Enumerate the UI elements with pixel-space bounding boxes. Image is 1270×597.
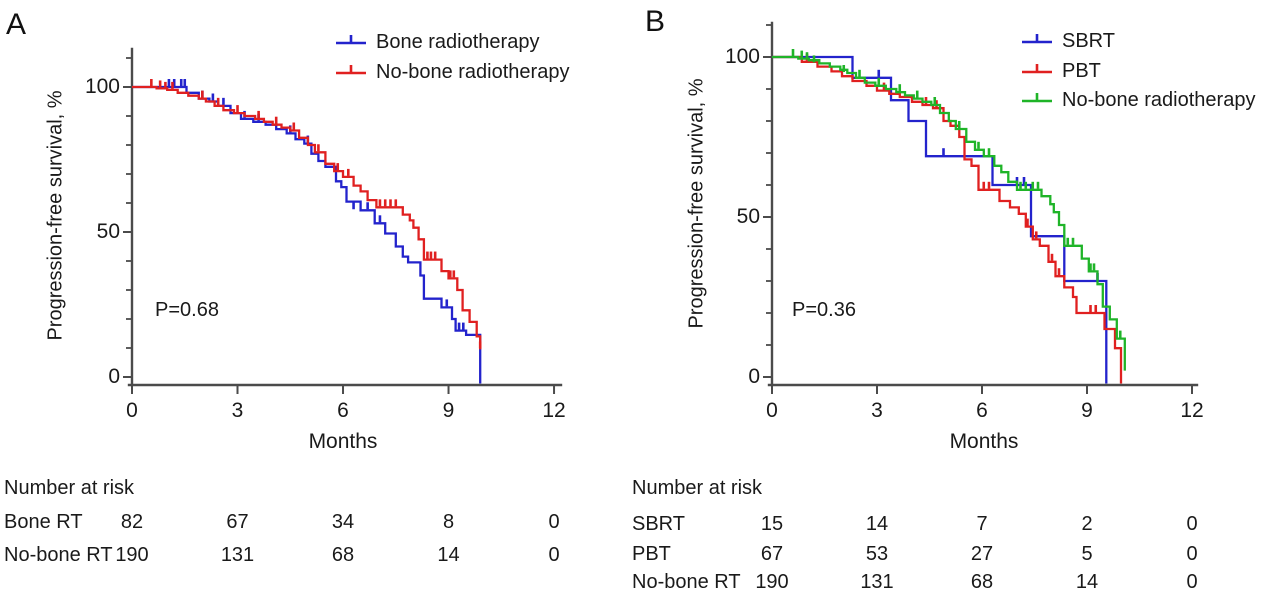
risk-value-b: 131 [860, 571, 894, 593]
panel-label-b: B [645, 5, 666, 38]
x-tick-label-b: 3 [871, 399, 883, 422]
risk-value-a: 0 [548, 544, 560, 566]
risk-value-a: 34 [331, 511, 355, 533]
legend-label-a: No-bone radiotherapy [376, 61, 570, 83]
legend-label-b: PBT [1062, 60, 1101, 82]
risk-value-a: 82 [120, 511, 144, 533]
legend-label-a: Bone radiotherapy [376, 31, 540, 53]
p-value-panel-a: P=0.68 [155, 299, 219, 321]
x-tick-label-a: 9 [442, 399, 455, 422]
risk-value-a: 68 [331, 544, 355, 566]
km-panel-a [123, 35, 563, 394]
km-curve-a-2 [132, 85, 482, 350]
y-tick-label-b: 100 [724, 45, 760, 68]
risk-value-b: 7 [976, 513, 988, 535]
risk-row-label-b: No-bone RT [632, 571, 741, 593]
risk-value-a: 190 [115, 544, 149, 566]
x-tick-label-a: 6 [337, 399, 349, 422]
risk-row-label-a: Bone RT [4, 511, 83, 533]
risk-value-b: 15 [760, 513, 784, 535]
risk-value-a: 67 [226, 511, 249, 533]
risk-value-b: 14 [1075, 571, 1099, 593]
risk-value-b: 68 [970, 571, 994, 593]
y-tick-label-b: 0 [748, 365, 760, 388]
risk-value-b: 0 [1186, 543, 1198, 565]
y-axis-title-b: Progression-free survival, % [685, 78, 708, 329]
risk-row-label-a: No-bone RT [4, 544, 113, 566]
km-panel-b [763, 21, 1199, 394]
risk-table-title-b: Number at risk [632, 477, 763, 499]
risk-value-a: 14 [437, 544, 460, 566]
risk-value-a: 131 [220, 544, 255, 566]
y-tick-label-a: 0 [108, 365, 120, 388]
risk-value-b: 14 [865, 513, 889, 535]
x-tick-label-a: 12 [542, 399, 566, 422]
y-tick-label-a: 50 [96, 220, 120, 243]
risk-table-title-a: Number at risk [4, 477, 135, 499]
legend-label-b: No-bone radiotherapy [1062, 89, 1256, 111]
risk-value-b: 0 [1186, 513, 1198, 535]
risk-value-b: 0 [1186, 571, 1198, 593]
y-tick-label-a: 100 [84, 75, 120, 98]
km-curve-b-3 [772, 55, 1126, 371]
p-value-panel-b: P=0.36 [792, 299, 856, 321]
risk-row-label-b: SBRT [632, 513, 685, 535]
risk-value-b: 190 [755, 571, 789, 593]
x-axis-title-b: Months [949, 430, 1019, 453]
x-tick-label-b: 12 [1180, 399, 1204, 422]
x-tick-label-a: 0 [126, 399, 138, 422]
risk-value-b: 2 [1081, 513, 1093, 535]
risk-value-b: 67 [760, 543, 784, 565]
risk-value-b: 5 [1081, 543, 1093, 565]
x-tick-label-a: 3 [231, 399, 244, 422]
risk-value-a: 0 [548, 511, 560, 533]
legend-label-b: SBRT [1062, 30, 1115, 52]
x-tick-label-b: 6 [976, 399, 988, 422]
risk-value-a: 8 [442, 511, 455, 533]
y-tick-label-b: 50 [736, 205, 760, 228]
x-axis-title-a: Months [308, 430, 378, 453]
x-tick-label-b: 9 [1081, 399, 1093, 422]
km-curve-a-1 [132, 85, 482, 384]
km-curve-b-2 [772, 55, 1123, 384]
risk-value-b: 53 [865, 543, 889, 565]
x-tick-label-b: 0 [766, 399, 778, 422]
panel-label-a: A [6, 8, 27, 41]
risk-value-b: 27 [970, 543, 994, 565]
risk-row-label-b: PBT [632, 543, 671, 565]
